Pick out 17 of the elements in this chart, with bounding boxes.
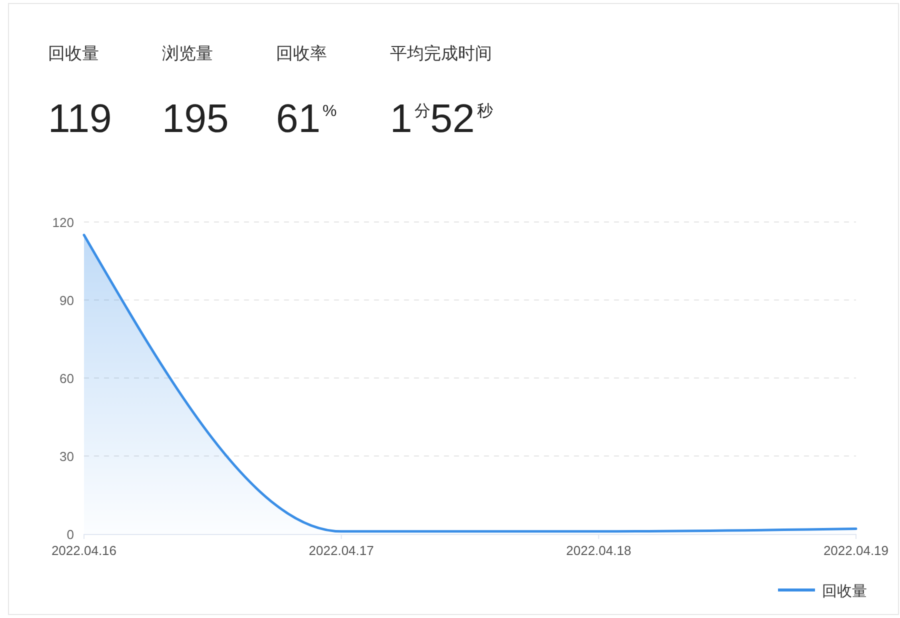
text: 回收率 [276,44,327,63]
y-tick-label: 120 [52,215,74,230]
text: 平均完成时间 [390,44,492,63]
y-tick-label: 90 [60,293,74,308]
x-tick-label: 2022.04.17 [308,543,374,558]
legend-label: 回收量 [822,583,867,600]
text: 195 [162,97,229,141]
text: 61% [276,97,337,141]
y-tick-label: 0 [66,527,74,542]
x-tick-label: 2022.04.18 [566,543,632,558]
text: 浏览量 [162,44,213,63]
y-tick-label: 60 [60,371,74,386]
y-tick-label: 30 [60,449,74,464]
x-tick-label: 2022.04.16 [51,543,117,558]
x-tick-label: 2022.04.19 [823,543,889,558]
text: 回收量 [48,44,99,63]
text: 119 [48,97,112,141]
